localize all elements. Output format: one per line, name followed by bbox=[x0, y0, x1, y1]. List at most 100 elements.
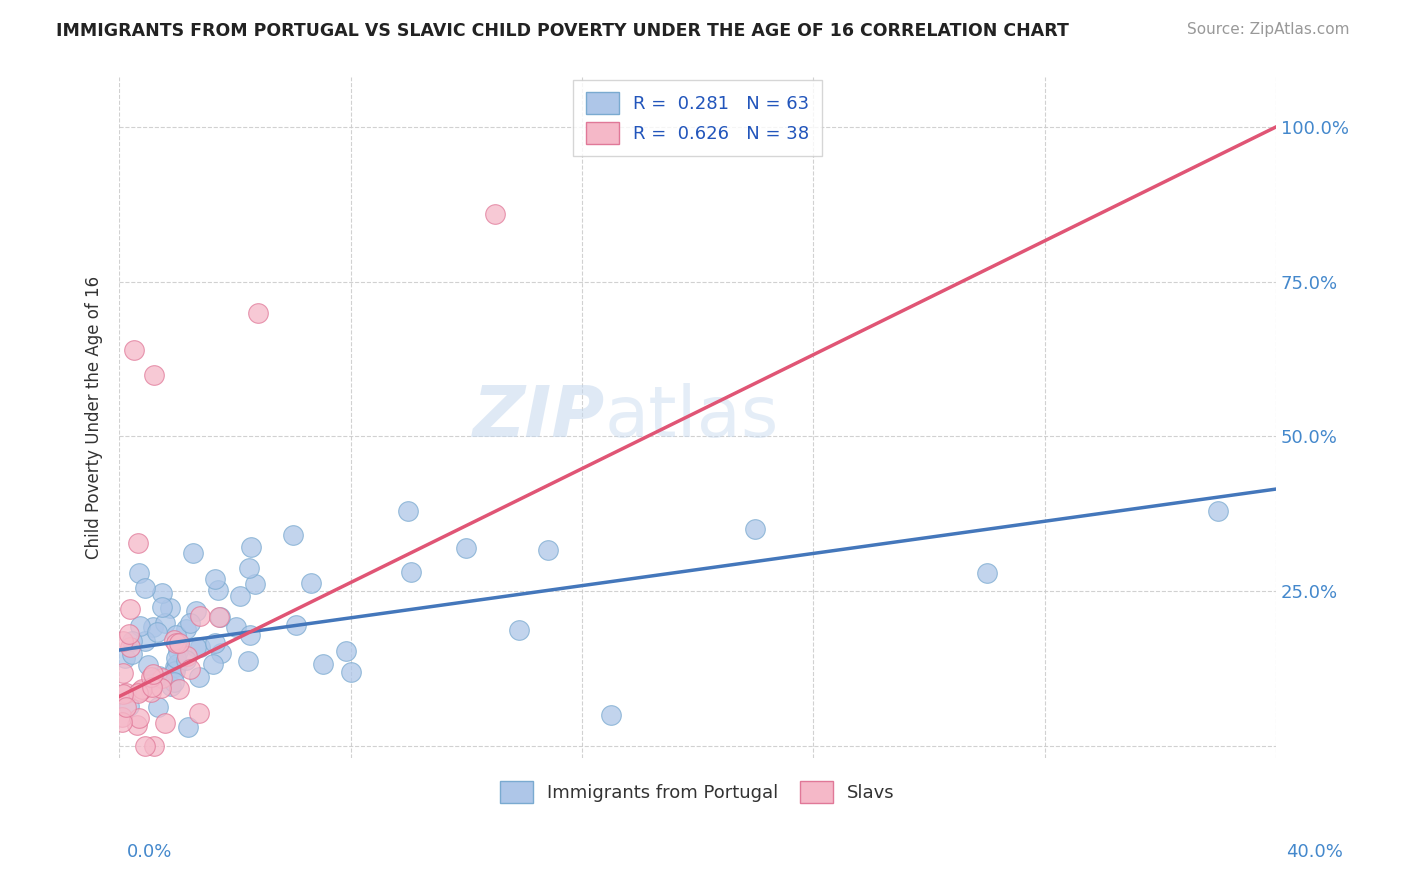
Point bbox=[150, 671, 173, 685]
Point bbox=[165, 628, 187, 642]
Point bbox=[484, 206, 506, 220]
Point bbox=[239, 627, 262, 641]
Point bbox=[208, 609, 231, 624]
Point bbox=[177, 720, 200, 734]
Point bbox=[141, 680, 163, 694]
Point bbox=[150, 599, 173, 614]
Point bbox=[169, 681, 191, 696]
Point bbox=[142, 667, 165, 681]
Point bbox=[134, 582, 156, 596]
Point bbox=[184, 604, 207, 618]
Point bbox=[209, 646, 232, 660]
Point bbox=[207, 583, 229, 598]
Point bbox=[115, 699, 138, 714]
Point bbox=[125, 718, 148, 732]
Point bbox=[165, 665, 187, 679]
Point bbox=[139, 670, 162, 684]
Y-axis label: Child Poverty Under the Age of 16: Child Poverty Under the Age of 16 bbox=[86, 277, 103, 559]
Point bbox=[339, 665, 361, 679]
Point bbox=[143, 739, 166, 753]
Point bbox=[976, 566, 998, 580]
Point bbox=[174, 653, 197, 667]
Point bbox=[188, 670, 211, 684]
Point bbox=[153, 616, 176, 631]
Point bbox=[179, 662, 201, 676]
Point bbox=[163, 660, 186, 674]
Point bbox=[111, 714, 134, 729]
Point bbox=[121, 647, 143, 661]
Text: 0.0%: 0.0% bbox=[127, 843, 172, 861]
Point bbox=[115, 686, 138, 700]
Point bbox=[243, 577, 266, 591]
Point bbox=[134, 634, 156, 648]
Point bbox=[146, 625, 169, 640]
Text: ZIP: ZIP bbox=[472, 384, 605, 452]
Point bbox=[162, 674, 184, 689]
Point bbox=[184, 640, 207, 654]
Point bbox=[150, 586, 173, 600]
Point bbox=[114, 651, 136, 665]
Point bbox=[118, 627, 141, 641]
Point bbox=[1206, 504, 1229, 518]
Point bbox=[176, 648, 198, 663]
Point bbox=[111, 687, 134, 701]
Point bbox=[190, 640, 212, 654]
Legend: Immigrants from Portugal, Slavs: Immigrants from Portugal, Slavs bbox=[489, 771, 905, 814]
Point bbox=[456, 541, 478, 555]
Point bbox=[225, 620, 247, 634]
Point bbox=[236, 654, 259, 668]
Point bbox=[163, 632, 186, 647]
Point bbox=[335, 644, 357, 658]
Point bbox=[127, 686, 149, 700]
Point bbox=[111, 709, 134, 723]
Point bbox=[285, 618, 308, 632]
Point bbox=[401, 565, 423, 579]
Point bbox=[312, 657, 335, 671]
Point bbox=[179, 615, 201, 630]
Point bbox=[247, 306, 270, 320]
Point bbox=[165, 650, 187, 665]
Point bbox=[159, 679, 181, 693]
Point bbox=[143, 672, 166, 686]
Point bbox=[121, 634, 143, 648]
Point bbox=[299, 575, 322, 590]
Point bbox=[142, 619, 165, 633]
Point bbox=[398, 504, 420, 518]
Point bbox=[112, 633, 135, 648]
Point bbox=[174, 622, 197, 636]
Point bbox=[167, 635, 190, 649]
Point bbox=[148, 669, 170, 683]
Point bbox=[128, 619, 150, 633]
Point bbox=[204, 636, 226, 650]
Point bbox=[188, 608, 211, 623]
Point bbox=[166, 657, 188, 672]
Text: atlas: atlas bbox=[605, 384, 779, 452]
Point bbox=[128, 566, 150, 580]
Point bbox=[141, 685, 163, 699]
Point bbox=[146, 700, 169, 714]
Point bbox=[508, 623, 530, 637]
Text: 40.0%: 40.0% bbox=[1286, 843, 1343, 861]
Point bbox=[129, 683, 152, 698]
Point bbox=[229, 590, 252, 604]
Point bbox=[118, 699, 141, 714]
Point bbox=[187, 706, 209, 720]
Point bbox=[281, 528, 304, 542]
Point bbox=[165, 636, 187, 650]
Point bbox=[201, 657, 224, 671]
Point bbox=[240, 540, 263, 554]
Point bbox=[128, 711, 150, 725]
Point bbox=[134, 739, 156, 753]
Point bbox=[537, 543, 560, 558]
Point bbox=[138, 657, 160, 672]
Point bbox=[143, 368, 166, 382]
Point bbox=[599, 708, 621, 723]
Point bbox=[112, 666, 135, 681]
Point bbox=[744, 522, 766, 536]
Point bbox=[183, 546, 205, 560]
Point bbox=[159, 601, 181, 615]
Point bbox=[131, 681, 153, 696]
Point bbox=[120, 640, 142, 654]
Point bbox=[238, 561, 260, 575]
Point bbox=[153, 716, 176, 731]
